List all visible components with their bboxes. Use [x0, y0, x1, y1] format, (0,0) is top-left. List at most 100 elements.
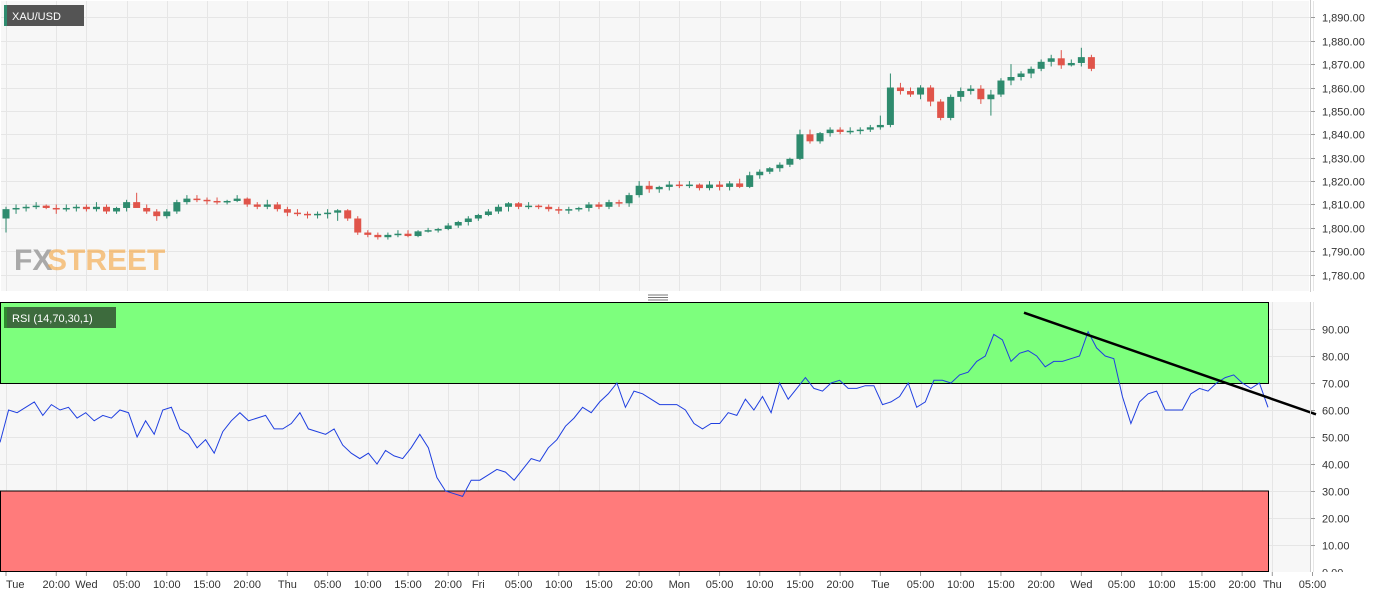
candle-body	[595, 204, 603, 207]
candle	[344, 209, 352, 221]
oversold-zone	[0, 490, 1269, 572]
candle	[364, 230, 372, 238]
price-vertical-grid	[6, 1, 1314, 291]
candle	[444, 223, 452, 231]
candle	[233, 195, 241, 203]
candle	[454, 220, 462, 228]
candle	[695, 183, 703, 191]
symbol-label: XAU/USD	[4, 5, 84, 26]
splitter-handle-icon[interactable]	[648, 294, 668, 301]
xtick-label: 15:00	[193, 579, 221, 591]
rsi-ytick-label: 10.00	[1322, 541, 1350, 553]
candle-body	[756, 171, 764, 176]
rsi-trendline-line[interactable]	[1023, 311, 1317, 416]
candle-body	[816, 133, 824, 142]
candle-body	[374, 234, 382, 238]
candle-body	[1087, 57, 1095, 69]
price-ytick-label: 1,780.00	[1322, 271, 1365, 283]
candle	[314, 211, 322, 219]
xtick-label: Thu	[278, 579, 297, 591]
candle	[675, 181, 683, 189]
candle	[615, 199, 623, 207]
rsi-ytick-label: 60.00	[1322, 406, 1350, 418]
candle	[414, 230, 422, 238]
candle	[62, 204, 70, 212]
candle	[334, 209, 342, 221]
candle-body	[706, 184, 713, 189]
candle-body	[746, 175, 754, 187]
candle	[766, 167, 774, 175]
candle	[283, 206, 291, 217]
price-ytick-label: 1,880.00	[1322, 37, 1365, 49]
candle	[484, 209, 492, 217]
candle	[997, 78, 1005, 97]
candle-body	[1017, 73, 1025, 78]
candle-body	[314, 213, 322, 216]
symbol-label-bg	[4, 5, 84, 26]
candle-body	[685, 184, 693, 187]
candle-body	[675, 184, 683, 187]
candle	[374, 232, 382, 240]
candle	[253, 202, 261, 210]
xtick-label: 15:00	[786, 579, 814, 591]
candle	[1057, 50, 1065, 69]
candle	[876, 115, 884, 130]
candle	[183, 195, 191, 205]
candle	[826, 127, 834, 137]
candle	[947, 94, 955, 121]
candle-body	[575, 207, 583, 210]
candle-body	[1047, 58, 1055, 62]
candle	[384, 232, 392, 240]
symbol-label-accent	[4, 5, 7, 26]
candle-body	[605, 202, 613, 207]
candle-body	[82, 206, 90, 210]
candle	[746, 171, 754, 189]
candle	[103, 204, 110, 214]
xtick-label: Tue	[6, 579, 25, 591]
candle	[153, 209, 161, 221]
price-ytick-label: 1,840.00	[1322, 130, 1365, 142]
candle-body	[947, 96, 955, 118]
candle	[404, 230, 412, 238]
candle	[1017, 71, 1025, 81]
candle	[1087, 54, 1095, 72]
candle-body	[143, 207, 151, 212]
candle	[424, 227, 432, 233]
xtick-label: 10:00	[153, 579, 181, 591]
candle-body	[424, 230, 432, 232]
indicator-label-accent	[4, 307, 7, 328]
candle	[575, 206, 583, 212]
candle	[957, 87, 965, 102]
candle-body	[655, 186, 663, 190]
candle	[123, 199, 131, 212]
xtick-label: 15:00	[1188, 579, 1216, 591]
candle-body	[937, 101, 945, 118]
indicator-label-text: RSI (14,70,30,1)	[12, 313, 93, 325]
candle	[525, 202, 533, 210]
xtick-label: 20:00	[1228, 579, 1256, 591]
overbought-zone	[0, 302, 1269, 384]
candle	[655, 185, 663, 193]
price-y-axis: 1,780.00 1,790.00 1,800.00 1,810.00 1,820.00…	[1310, 0, 1365, 292]
candle-body	[414, 231, 422, 237]
candle-body	[304, 213, 311, 216]
candle	[133, 192, 141, 208]
candle-body	[826, 129, 834, 134]
candle	[635, 181, 643, 198]
xtick-label: 20:00	[826, 579, 854, 591]
rsi-ytick-label: 40.00	[1322, 460, 1350, 472]
candle	[163, 209, 171, 219]
candle	[434, 227, 442, 233]
rsi-line	[0, 330, 1269, 498]
candle-body	[42, 205, 50, 208]
candle-body	[474, 214, 482, 219]
price-ytick-label: 1,810.00	[1322, 200, 1365, 212]
candle-body	[32, 205, 40, 208]
price-ytick-label: 1,790.00	[1322, 247, 1365, 259]
candle	[796, 129, 804, 161]
candle	[987, 89, 995, 116]
candle	[555, 206, 563, 214]
candle	[464, 216, 472, 226]
xtick-label: 10:00	[354, 579, 382, 591]
candle-body	[967, 88, 975, 92]
